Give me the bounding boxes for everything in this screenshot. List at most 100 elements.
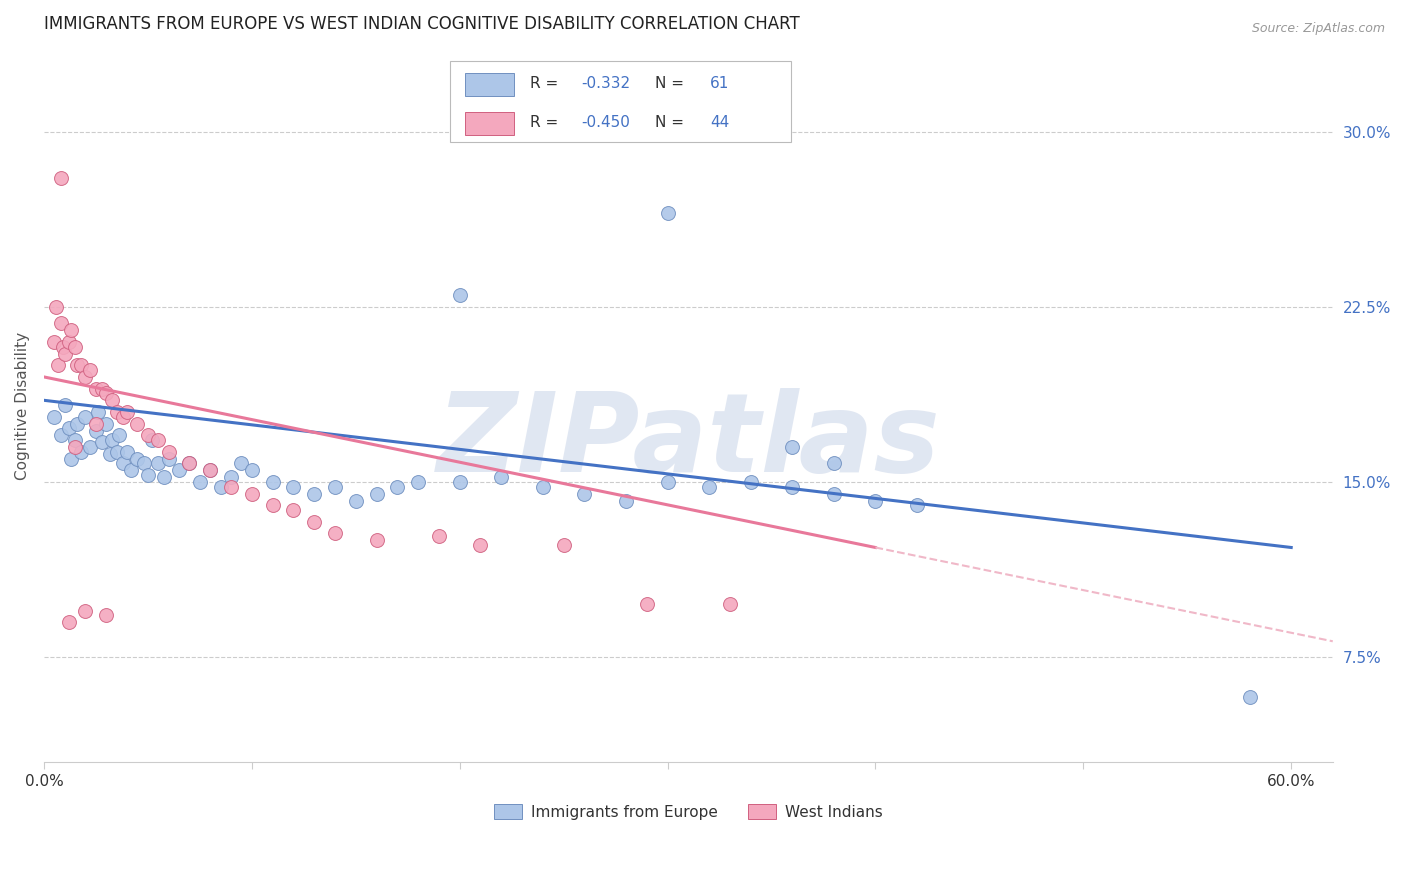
Point	[657, 475, 679, 489]
Point	[66, 358, 89, 372]
Point	[531, 480, 554, 494]
Point	[489, 470, 512, 484]
Point	[240, 463, 263, 477]
Point	[49, 316, 72, 330]
Point	[179, 456, 201, 470]
FancyBboxPatch shape	[450, 61, 792, 143]
Point	[657, 206, 679, 220]
Point	[148, 433, 170, 447]
Point	[323, 526, 346, 541]
Text: -0.332: -0.332	[581, 76, 630, 91]
Point	[283, 480, 305, 494]
Point	[157, 444, 180, 458]
Point	[53, 346, 76, 360]
Point	[58, 615, 80, 630]
Point	[406, 475, 429, 489]
Point	[111, 456, 134, 470]
Point	[63, 440, 86, 454]
Point	[387, 480, 409, 494]
Point	[614, 493, 637, 508]
Point	[75, 603, 97, 617]
Text: R =: R =	[530, 115, 562, 130]
Text: IMMIGRANTS FROM EUROPE VS WEST INDIAN COGNITIVE DISABILITY CORRELATION CHART: IMMIGRANTS FROM EUROPE VS WEST INDIAN CO…	[44, 15, 800, 33]
Point	[1239, 690, 1261, 704]
Point	[167, 463, 190, 477]
Y-axis label: Cognitive Disability: Cognitive Disability	[15, 332, 30, 480]
Point	[127, 417, 149, 431]
Point	[153, 470, 176, 484]
Point	[59, 451, 82, 466]
Point	[219, 480, 242, 494]
Point	[302, 515, 325, 529]
Point	[70, 444, 93, 458]
Point	[96, 417, 118, 431]
Point	[53, 398, 76, 412]
Point	[107, 428, 129, 442]
Text: 44: 44	[710, 115, 730, 130]
Point	[740, 475, 762, 489]
Text: -0.450: -0.450	[581, 115, 630, 130]
Text: 61: 61	[710, 76, 730, 91]
Point	[136, 428, 159, 442]
Text: ZIPatlas: ZIPatlas	[436, 388, 941, 495]
Point	[302, 487, 325, 501]
Point	[344, 493, 367, 508]
Point	[84, 382, 107, 396]
Point	[45, 300, 67, 314]
Point	[66, 417, 89, 431]
Point	[105, 444, 128, 458]
Point	[105, 405, 128, 419]
Point	[91, 382, 114, 396]
Point	[91, 435, 114, 450]
Point	[209, 480, 232, 494]
Point	[52, 340, 75, 354]
Point	[127, 451, 149, 466]
Point	[84, 417, 107, 431]
Point	[101, 433, 124, 447]
Point	[231, 456, 253, 470]
Point	[780, 480, 803, 494]
Point	[240, 487, 263, 501]
Point	[58, 421, 80, 435]
Point	[44, 334, 66, 349]
Text: N =: N =	[655, 115, 689, 130]
Point	[101, 393, 124, 408]
Point	[427, 529, 450, 543]
Point	[449, 475, 471, 489]
Point	[148, 456, 170, 470]
Text: N =: N =	[655, 76, 689, 91]
Point	[79, 440, 101, 454]
Point	[48, 358, 70, 372]
Point	[44, 409, 66, 424]
Point	[697, 480, 720, 494]
Point	[366, 533, 388, 548]
Point	[84, 424, 107, 438]
Point	[115, 405, 138, 419]
Point	[470, 538, 492, 552]
Point	[111, 409, 134, 424]
Point	[79, 363, 101, 377]
Legend: Immigrants from Europe, West Indians: Immigrants from Europe, West Indians	[488, 798, 889, 826]
Point	[63, 433, 86, 447]
Point	[323, 480, 346, 494]
Point	[59, 323, 82, 337]
Point	[179, 456, 201, 470]
Point	[49, 171, 72, 186]
Point	[75, 409, 97, 424]
Point	[905, 499, 928, 513]
Bar	[465, 72, 515, 96]
Point	[636, 597, 658, 611]
Point	[823, 456, 845, 470]
Point	[96, 608, 118, 623]
Point	[553, 538, 575, 552]
Point	[49, 428, 72, 442]
Point	[262, 475, 284, 489]
Point	[58, 334, 80, 349]
Point	[70, 358, 93, 372]
Point	[141, 433, 163, 447]
Point	[132, 456, 155, 470]
Point	[262, 499, 284, 513]
Point	[63, 340, 86, 354]
Point	[87, 405, 110, 419]
Text: Source: ZipAtlas.com: Source: ZipAtlas.com	[1251, 22, 1385, 36]
